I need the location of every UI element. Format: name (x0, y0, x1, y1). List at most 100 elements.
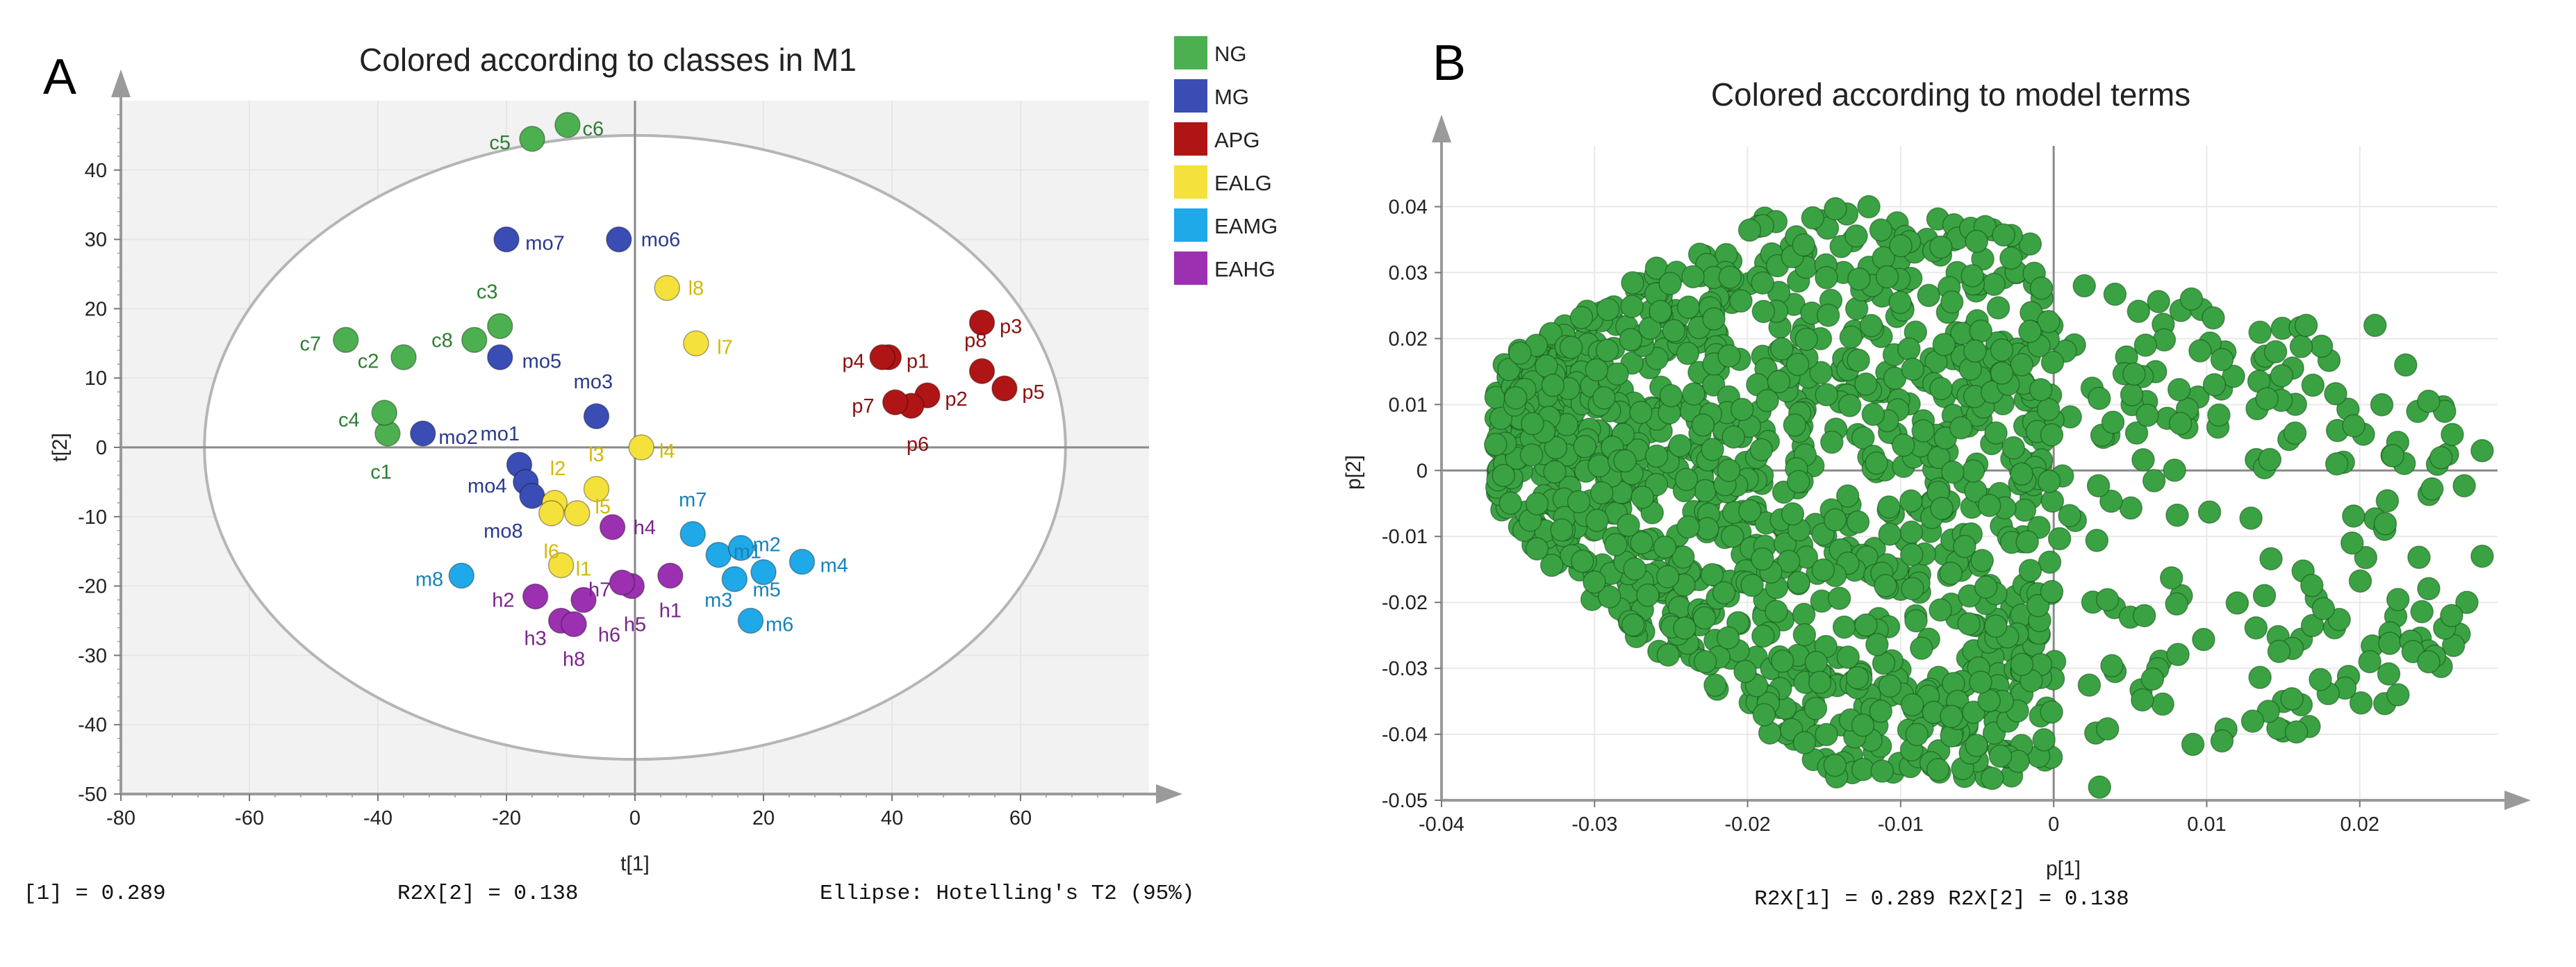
point-label-p6: p6 (907, 433, 929, 456)
loading-point (2410, 600, 2434, 624)
loading-point (1767, 370, 1791, 394)
x-tick-label: -0.04 (1419, 813, 1464, 836)
point-label-c8: c8 (431, 329, 453, 352)
panel-b-letter: B (1433, 35, 1466, 91)
loading-point (1613, 449, 1637, 473)
loading-point (1836, 645, 1860, 669)
loading-point (1811, 558, 1835, 582)
loading-point (2197, 500, 2222, 524)
loading-point (2378, 631, 2402, 655)
loading-point (2095, 588, 2120, 611)
y-axis-arrow (111, 69, 131, 97)
score-point-l4 (628, 434, 654, 461)
point-label-h8: h8 (563, 648, 585, 670)
score-point-l1 (547, 552, 575, 579)
score-point-mo8 (519, 483, 545, 509)
loading-point (2088, 386, 2111, 411)
loading-point (2058, 504, 2081, 527)
loading-point (1900, 543, 1924, 567)
point-label-m8: m8 (415, 569, 443, 591)
panel-b-axes (1432, 115, 2531, 810)
point-label-h2: h2 (492, 590, 514, 612)
loading-point (1587, 454, 1611, 478)
score-point-c5 (519, 126, 545, 152)
loading-point (1751, 299, 1776, 324)
loading-point (1777, 549, 1801, 573)
y-tick-label: -0.04 (1382, 724, 1428, 746)
loading-point (1889, 234, 1913, 258)
point-label-c4: c4 (338, 409, 360, 431)
loading-point (2255, 387, 2279, 411)
point-label-m2: m2 (752, 534, 780, 556)
loading-point (1605, 362, 1629, 386)
y-tick-label: 30 (85, 229, 107, 251)
loading-point (1930, 497, 1954, 520)
y-tick-label: -10 (78, 506, 107, 529)
panel-b-ticks: -0.04 -0.03 -0.02 -0.01 0 0.01 0.02-0.05-0.04-… (1382, 196, 2379, 836)
loading-point (2165, 592, 2188, 616)
loading-point (2168, 411, 2193, 436)
score-point-m1 (705, 541, 732, 568)
loading-point (1656, 643, 1680, 667)
panel-a-letter: A (43, 49, 76, 105)
x-tick-label: 0.01 (2187, 813, 2226, 836)
loading-point (1851, 426, 1875, 450)
panel-a-axes (111, 69, 1182, 804)
loading-point (1939, 561, 1963, 585)
loading-point (1604, 533, 1628, 556)
loading-point (1794, 327, 1818, 352)
loading-point (1940, 290, 1964, 314)
loading-point (1854, 372, 1878, 396)
loading-point (1977, 493, 2001, 518)
loading-point (1550, 518, 1574, 542)
loading-point (2417, 389, 2441, 413)
point-label-mo6: mo6 (641, 229, 680, 251)
loading-point (1595, 338, 1619, 363)
loading-point (1808, 670, 1832, 694)
loading-point (2324, 382, 2347, 406)
loading-point (1984, 421, 2008, 445)
loading-point (1497, 358, 1521, 381)
loading-point (1792, 233, 1816, 257)
loading-point (1815, 265, 1838, 290)
loading-point (2240, 709, 2265, 733)
loading-point (2101, 411, 2125, 434)
point-label-h7: h7 (588, 579, 611, 602)
y-tick-label: 0.02 (1389, 328, 1428, 350)
score-point-l7 (683, 330, 709, 357)
loading-point (2131, 448, 2155, 472)
loading-point (2311, 597, 2336, 620)
loading-point (2225, 591, 2249, 615)
loading-point (1835, 484, 1860, 508)
point-label-p1: p1 (907, 350, 929, 372)
x-tick-label: -20 (492, 807, 521, 829)
loading-point (1539, 553, 1564, 577)
loading-point (1585, 509, 1609, 532)
loading-point (1926, 758, 1950, 782)
loading-point (1592, 386, 1616, 410)
loading-point (1623, 557, 1646, 581)
loading-point (1783, 413, 1807, 437)
point-label-l8: l8 (688, 277, 704, 299)
loading-point (1519, 443, 1544, 467)
loading-point (1827, 586, 1851, 610)
loading-point (1508, 341, 1532, 365)
loading-point (1544, 436, 1568, 460)
loading-point (1877, 495, 1901, 519)
loading-point (1630, 486, 1654, 509)
loading-point (1901, 357, 1925, 381)
loading-point (2095, 717, 2120, 741)
loading-point (1969, 670, 1992, 694)
loading-point (1846, 510, 1870, 534)
y-tick-label: -0.03 (1382, 658, 1428, 680)
loading-point (1702, 307, 1726, 331)
loading-point (2026, 593, 2050, 618)
loading-point (1911, 419, 1935, 443)
loading-point (2142, 469, 2166, 493)
loading-point (2348, 569, 2372, 593)
loading-point (1900, 693, 1924, 717)
score-point-c3 (487, 313, 513, 340)
loading-point (1737, 499, 1762, 523)
